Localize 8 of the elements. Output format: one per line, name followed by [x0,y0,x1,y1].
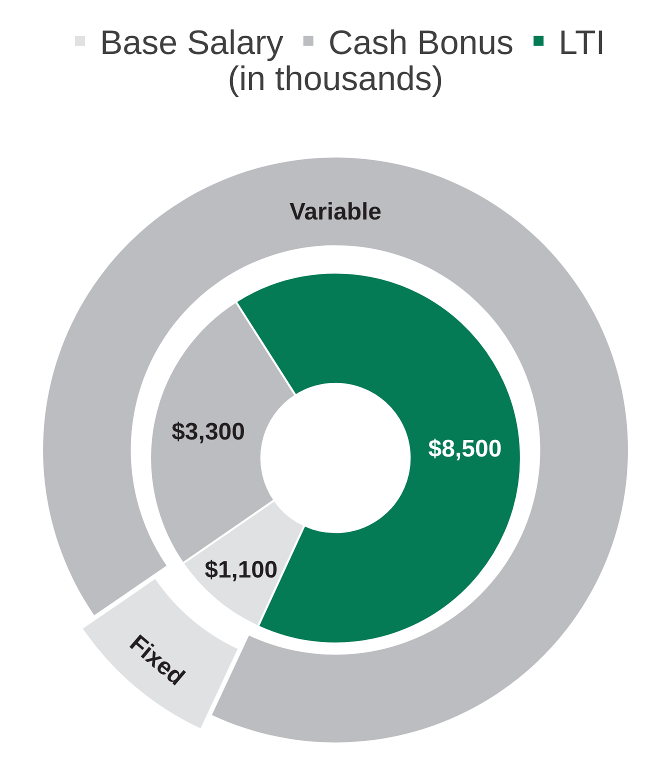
data-label: $3,300 [172,418,245,446]
legend-label: Cash Bonus [328,24,514,62]
legend-label: Base Salary [100,24,284,62]
data-label: $1,100 [204,556,278,584]
data-label: $8,500 [428,436,502,463]
legend-label: LTI [558,24,606,62]
text: (in thousands) [228,60,444,98]
slice-label: Variable [289,198,382,226]
